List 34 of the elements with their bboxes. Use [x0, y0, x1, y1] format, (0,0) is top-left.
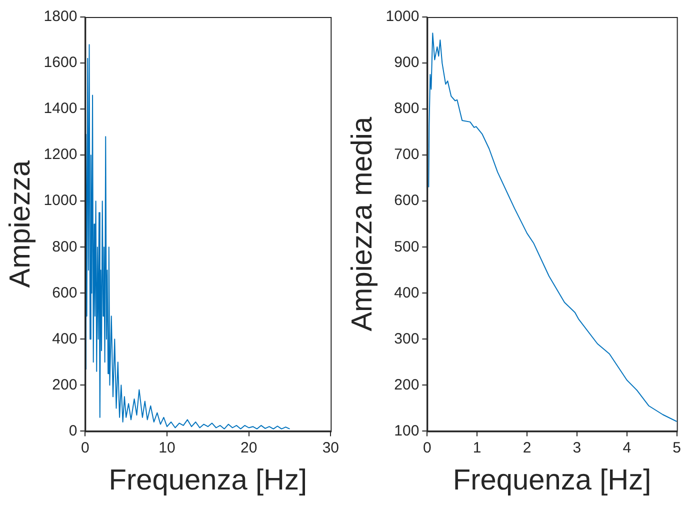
- y-tick-label: 500: [394, 238, 420, 256]
- x-tick-label: 0: [80, 439, 90, 456]
- y-tick-label: 1600: [44, 54, 78, 72]
- x-tick-label: 30: [322, 439, 339, 456]
- x-tick-label: 1: [472, 439, 482, 456]
- x-tick-label: 3: [572, 439, 582, 456]
- y-tick-label: 1800: [44, 8, 78, 26]
- y-tick-label: 400: [394, 284, 420, 302]
- y-tick-label: 600: [394, 192, 420, 210]
- x-tick-label: 4: [622, 439, 632, 456]
- x-tick-label: 2: [522, 439, 532, 456]
- y-tick-label: 800: [52, 238, 78, 256]
- x-tick-label: 20: [240, 439, 258, 456]
- y-tick-label: 900: [394, 54, 420, 72]
- y-tick-label: 1400: [44, 100, 78, 118]
- x-tick-label: 10: [158, 439, 176, 456]
- y-tick-label: 600: [52, 284, 78, 302]
- y-tick-label: 1200: [44, 146, 78, 164]
- y-axis-title: Ampiezza: [4, 160, 36, 288]
- x-tick-label: 5: [672, 439, 681, 456]
- y-tick-label: 100: [394, 422, 420, 440]
- y-tick-label: 200: [394, 376, 420, 394]
- x-axis-title: Frequenza [Hz]: [108, 464, 308, 497]
- y-axis-title: Ampiezza media: [346, 116, 378, 332]
- y-tick-label: 1000: [386, 8, 420, 26]
- y-tick-label: 0: [68, 422, 78, 440]
- y-tick-label: 800: [394, 100, 420, 118]
- y-tick-label: 200: [52, 376, 78, 394]
- y-tick-label: 300: [394, 330, 420, 348]
- x-axis-title: Frequenza [Hz]: [452, 464, 652, 497]
- y-tick-label: 1000: [44, 192, 78, 210]
- x-tick-label: 0: [422, 439, 432, 456]
- y-tick-label: 700: [394, 146, 420, 164]
- y-tick-label: 400: [52, 330, 78, 348]
